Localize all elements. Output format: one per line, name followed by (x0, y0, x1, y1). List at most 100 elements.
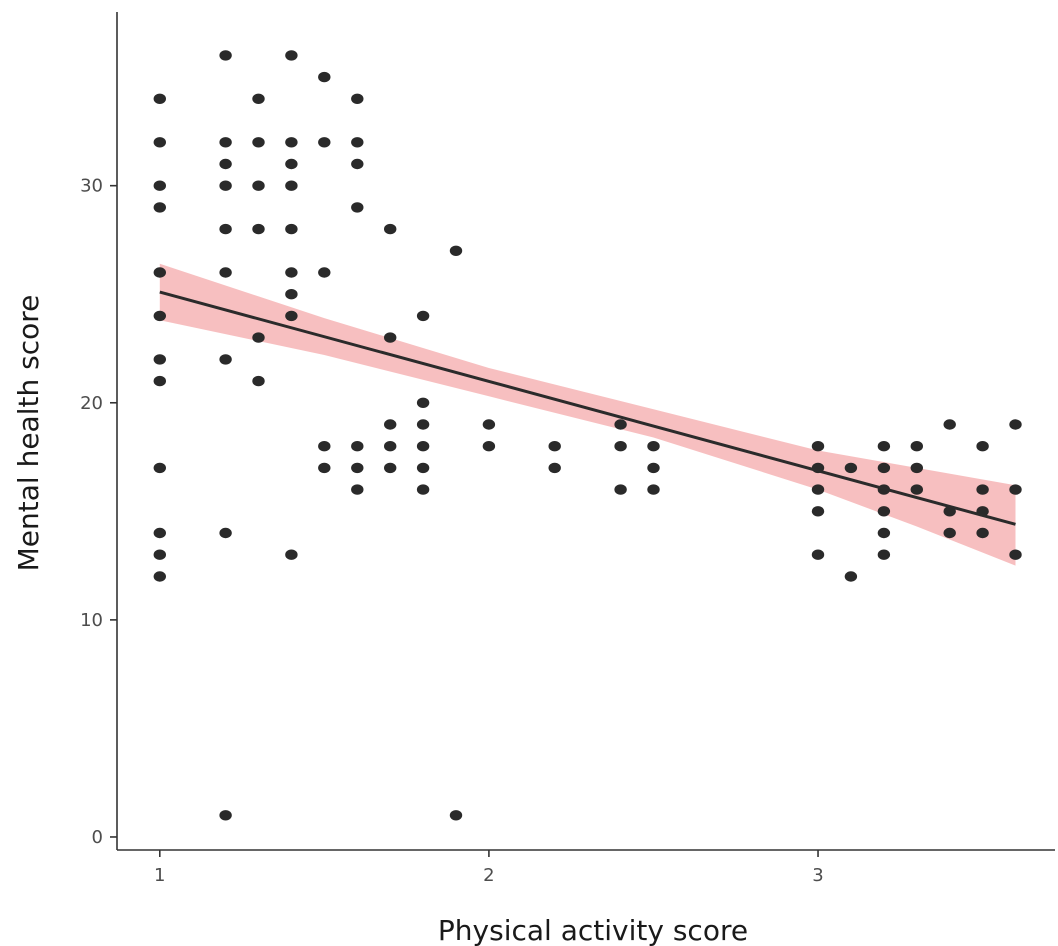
data-point (318, 137, 331, 148)
data-point (384, 441, 397, 452)
y-axis-title: Mental health score (12, 295, 45, 572)
data-point (318, 462, 331, 474)
data-point (976, 484, 989, 495)
x-tick-label: 1 (154, 865, 165, 886)
data-point (877, 506, 891, 517)
data-point (844, 462, 858, 474)
data-point (416, 484, 430, 495)
data-point (647, 441, 660, 452)
data-point (416, 310, 430, 322)
data-point (153, 462, 166, 474)
data-point (647, 484, 660, 495)
data-point (153, 310, 166, 322)
data-point (384, 332, 397, 343)
data-point (153, 93, 166, 105)
data-point (318, 441, 331, 452)
data-point (285, 310, 298, 322)
y-tick-label: 30 (80, 176, 103, 197)
data-point (219, 158, 232, 170)
data-point (943, 419, 956, 430)
y-tick-label: 20 (80, 393, 103, 414)
data-point (976, 527, 989, 539)
data-point (976, 441, 989, 452)
data-point (548, 462, 561, 474)
data-point (647, 462, 660, 474)
data-point (449, 245, 463, 256)
data-point (811, 549, 825, 560)
confidence-band (159, 263, 1016, 566)
data-point (384, 223, 397, 235)
data-point (252, 137, 265, 148)
data-point (614, 441, 627, 452)
x-tick-label: 3 (812, 865, 823, 886)
data-point (252, 180, 265, 191)
data-point (351, 484, 364, 495)
y-axis-ticks: 0 10 20 30 (80, 176, 117, 848)
data-point (285, 267, 298, 278)
data-point (219, 223, 232, 235)
data-point (219, 354, 232, 365)
data-point (153, 267, 166, 278)
data-point (548, 441, 561, 452)
data-point (416, 397, 430, 408)
data-point (153, 571, 166, 582)
data-point (910, 441, 923, 452)
data-point (811, 484, 825, 495)
data-point (384, 462, 397, 474)
data-point (482, 419, 496, 430)
data-point (285, 223, 298, 235)
data-point (219, 180, 232, 191)
data-point (219, 50, 232, 61)
data-point (877, 549, 891, 560)
data-point (351, 137, 364, 148)
x-axis-title: Physical activity score (438, 914, 748, 946)
data-point (811, 441, 825, 452)
data-point (153, 202, 166, 213)
data-point (285, 137, 298, 148)
data-point (285, 549, 298, 560)
x-axis-ticks: 1 2 3 (154, 850, 824, 886)
data-point (943, 527, 956, 539)
data-point (153, 527, 166, 539)
y-tick-label: 10 (80, 610, 103, 631)
data-point (844, 571, 858, 582)
data-point (351, 202, 364, 213)
data-point (416, 441, 430, 452)
data-point (285, 180, 298, 191)
data-point (219, 267, 232, 278)
data-point (614, 419, 627, 430)
data-point (285, 50, 298, 61)
data-point (910, 462, 923, 474)
data-point (351, 462, 364, 474)
data-point (1009, 484, 1022, 495)
data-point (811, 506, 825, 517)
data-point (877, 527, 891, 539)
y-tick-label: 0 (92, 827, 103, 848)
data-point (318, 267, 331, 278)
data-point (285, 289, 298, 300)
x-tick-label: 2 (483, 865, 494, 886)
data-point (153, 375, 166, 387)
regression-line (159, 290, 1016, 526)
data-point (153, 549, 166, 560)
data-point (252, 93, 265, 105)
data-point (1009, 549, 1022, 560)
data-point (285, 158, 298, 170)
data-point (416, 462, 430, 474)
data-point (219, 137, 232, 148)
data-point (1009, 419, 1022, 430)
data-point (153, 354, 166, 365)
data-points (153, 50, 1022, 821)
data-point (219, 810, 232, 821)
data-point (910, 484, 923, 495)
data-point (351, 441, 364, 452)
data-point (252, 375, 265, 387)
data-point (219, 527, 232, 539)
data-point (153, 137, 166, 148)
data-point (416, 419, 430, 430)
data-point (153, 180, 166, 191)
data-point (449, 810, 463, 821)
data-point (351, 158, 364, 170)
data-point (252, 332, 265, 343)
